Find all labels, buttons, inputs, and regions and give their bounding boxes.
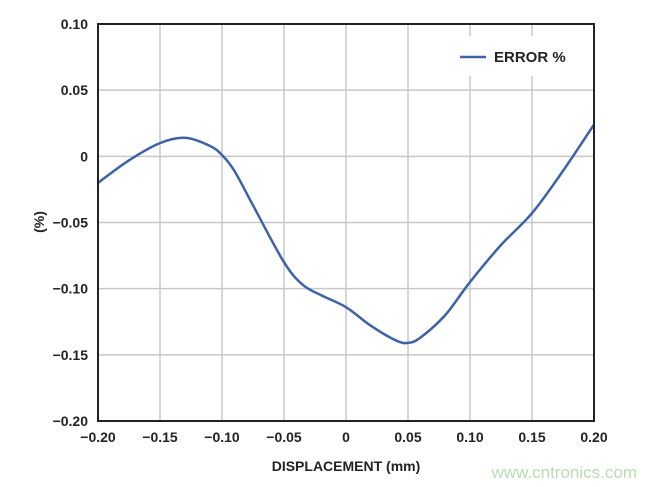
x-tick-label: 0.05 <box>394 429 421 445</box>
x-tick-label: 0.10 <box>456 429 483 445</box>
x-tick-label: −0.05 <box>266 429 302 445</box>
x-tick-label: −0.15 <box>142 429 178 445</box>
y-axis-label: (%) <box>31 211 47 233</box>
y-tick-label: −0.10 <box>53 281 89 297</box>
watermark: www.cntronics.com <box>491 463 637 482</box>
x-tick-label: 0.20 <box>580 429 607 445</box>
x-tick-label: −0.10 <box>204 429 240 445</box>
plot-frame <box>97 23 595 422</box>
x-tick-label: 0.15 <box>518 429 545 445</box>
y-axis-ticks: 0.10 0.05 0 −0.05 −0.10 −0.15 −0.20 <box>53 16 89 429</box>
y-tick-label: −0.20 <box>53 413 89 429</box>
y-tick-label: 0.05 <box>61 82 88 98</box>
grid <box>97 23 595 422</box>
x-tick-label: 0 <box>342 429 350 445</box>
series-line-error <box>97 123 596 345</box>
y-tick-label: 0.10 <box>61 16 88 32</box>
y-tick-label: −0.15 <box>53 347 89 363</box>
y-tick-label: −0.05 <box>53 215 89 231</box>
legend: ERROR % <box>450 36 586 76</box>
x-tick-label: −0.20 <box>80 429 116 445</box>
x-axis-ticks: −0.20 −0.15 −0.10 −0.05 0 0.05 0.10 0.15 0.20 <box>80 429 608 445</box>
x-axis-label: DISPLACEMENT (mm) <box>272 458 421 474</box>
y-tick-label: 0 <box>80 148 88 164</box>
legend-label: ERROR % <box>494 49 566 66</box>
